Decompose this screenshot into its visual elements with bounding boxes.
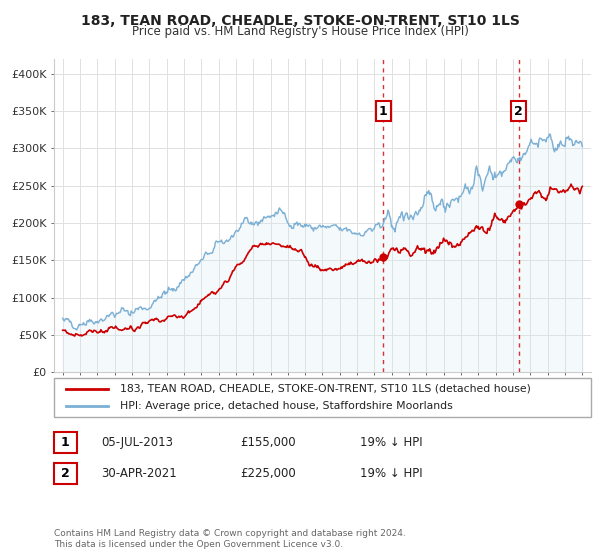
Text: 2: 2 bbox=[61, 466, 70, 480]
Text: 19% ↓ HPI: 19% ↓ HPI bbox=[360, 466, 422, 480]
Text: £155,000: £155,000 bbox=[240, 436, 296, 449]
Text: HPI: Average price, detached house, Staffordshire Moorlands: HPI: Average price, detached house, Staf… bbox=[120, 401, 453, 411]
Text: 19% ↓ HPI: 19% ↓ HPI bbox=[360, 436, 422, 449]
Text: Price paid vs. HM Land Registry's House Price Index (HPI): Price paid vs. HM Land Registry's House … bbox=[131, 25, 469, 38]
Text: 183, TEAN ROAD, CHEADLE, STOKE-ON-TRENT, ST10 1LS (detached house): 183, TEAN ROAD, CHEADLE, STOKE-ON-TRENT,… bbox=[120, 384, 531, 394]
Text: 30-APR-2021: 30-APR-2021 bbox=[101, 466, 176, 480]
Text: 183, TEAN ROAD, CHEADLE, STOKE-ON-TRENT, ST10 1LS: 183, TEAN ROAD, CHEADLE, STOKE-ON-TRENT,… bbox=[80, 14, 520, 28]
Text: 1: 1 bbox=[379, 105, 388, 118]
Text: 1: 1 bbox=[61, 436, 70, 449]
Text: 05-JUL-2013: 05-JUL-2013 bbox=[101, 436, 173, 449]
Text: £225,000: £225,000 bbox=[240, 466, 296, 480]
Text: 2: 2 bbox=[514, 105, 523, 118]
Text: Contains HM Land Registry data © Crown copyright and database right 2024.
This d: Contains HM Land Registry data © Crown c… bbox=[54, 529, 406, 549]
